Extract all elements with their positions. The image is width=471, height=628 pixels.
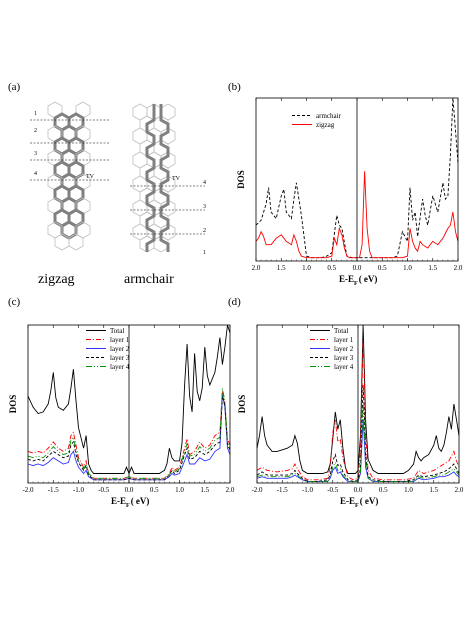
x-tick-label: -1.5 [48, 486, 60, 494]
x-tick-label: 1.0 [302, 264, 311, 272]
armchair-layer-1: 1 [203, 250, 206, 256]
series-layer-4-line [27, 388, 231, 479]
x-tick-label: 1.0 [404, 486, 413, 494]
zigzag-structure: 1 2 3 4 TV zigzag [30, 101, 110, 287]
chart-c: -2.0 -1.5 -1.0 -0.5 0.0 0.5 1.0 1.5 2.0 DOS E-EF( … [8, 324, 235, 509]
legend-label: layer 1 [334, 336, 354, 344]
series-layer-1-line [256, 340, 460, 481]
x-tick-label: -2.0 [22, 486, 34, 494]
x-tick-label: -1.5 [277, 486, 289, 494]
zigzag-caption: zigzag [38, 272, 75, 287]
x-tick-label: 1.5 [277, 264, 286, 272]
legend-label: layer 3 [334, 354, 354, 362]
armchair-tv-label: TV [172, 176, 181, 182]
x-axis-label: E-EF( eV) [111, 496, 149, 509]
armchair-layer-2: 2 [203, 228, 206, 234]
series-layer-2-line [27, 394, 231, 481]
series-layer-3-line [256, 384, 460, 482]
x-tick-label: 1.5 [428, 264, 437, 272]
x-tick-label: 0.0 [125, 486, 134, 494]
legend-label: layer 2 [110, 345, 130, 353]
zigzag-tv-label: TV [86, 174, 95, 180]
x-tick-label: 1.0 [403, 264, 412, 272]
x-tick-label: 2.0 [455, 486, 464, 494]
armchair-layer-4: 4 [203, 180, 206, 186]
zigzag-layer-2: 2 [34, 128, 37, 134]
legend-label: layer 2 [334, 345, 354, 353]
x-axis-label-main: E-E [111, 496, 126, 506]
zigzag-layer-1: 1 [34, 111, 37, 117]
x-tick-label: 2.0 [226, 486, 235, 494]
legend-label: layer 1 [110, 336, 130, 344]
panel-c-label: (c) [8, 296, 21, 308]
x-tick-label: 0.5 [379, 486, 388, 494]
x-axis-label-sub: F [126, 503, 130, 509]
x-tick-label: 1.0 [175, 486, 184, 494]
legend-label: Total [110, 327, 124, 335]
x-axis-label-unit: ( eV) [131, 496, 150, 506]
x-axis-label: E-EF( eV) [339, 274, 377, 287]
legend-label: layer 4 [110, 363, 130, 371]
series-layer-1-line [27, 391, 231, 479]
x-axis-label-sub: F [355, 503, 359, 509]
x-axis-label-unit: ( eV) [359, 274, 378, 284]
y-axis-label: DOS [236, 170, 246, 189]
zigzag-layer-3: 3 [34, 151, 37, 157]
x-tick-label: 1.5 [429, 486, 438, 494]
x-tick-label: 2.0 [454, 264, 463, 272]
panel-d-label: (d) [228, 296, 241, 308]
x-tick-label: 1.5 [200, 486, 209, 494]
x-tick-label: -0.5 [98, 486, 110, 494]
x-tick-label: -0.5 [327, 486, 339, 494]
series-layer-3-line [27, 395, 231, 481]
armchair-layer-3: 3 [203, 204, 206, 210]
x-axis-label-main: E-E [340, 496, 355, 506]
x-tick-label: 2.0 [252, 264, 261, 272]
chart-b: 2.0 1.5 1.0 0.5 0.0 0.5 1.0 1.5 2.0 DOS E-EF( eV) a… [236, 97, 463, 287]
legend-label: armchair [316, 112, 342, 120]
x-tick-label: 0.5 [378, 264, 387, 272]
armchair-caption: armchair [124, 272, 174, 287]
x-axis-label-main: E-E [339, 274, 354, 284]
series-total-line [27, 324, 231, 475]
series-armchair-line [255, 97, 459, 259]
legend-label: layer 4 [334, 363, 354, 371]
x-tick-label: -1.0 [302, 486, 314, 494]
legend-label: zigzag [316, 121, 335, 129]
x-tick-label: -2.0 [251, 486, 263, 494]
x-tick-label: 0.5 [327, 264, 336, 272]
x-axis-label: E-EF( eV) [340, 496, 378, 509]
armchair-structure: 4 3 2 1 TV armchair [124, 103, 206, 287]
x-axis-label-unit: ( eV) [360, 496, 379, 506]
panel-a-label: (a) [8, 81, 21, 93]
zigzag-layer-4: 4 [34, 171, 37, 177]
series-layer-4-line [256, 403, 460, 482]
y-axis-label: DOS [237, 395, 247, 414]
x-tick-label: 0.5 [150, 486, 159, 494]
x-tick-label: 0.0 [354, 486, 363, 494]
legend-label: Total [334, 327, 348, 335]
series-total-line [256, 324, 460, 474]
x-tick-label: -1.0 [73, 486, 85, 494]
chart-d: -2.0 -1.5 -1.0 -0.5 0.0 0.5 1.0 1.5 2.0 DOS E-EF( … [237, 324, 464, 509]
x-tick-label: 0.0 [353, 264, 362, 272]
x-axis-label-sub: F [354, 281, 358, 287]
y-axis-label: DOS [8, 395, 18, 414]
panel-b-label: (b) [228, 81, 241, 93]
legend-label: layer 3 [110, 354, 130, 362]
panel-a: (a) 1 2 3 4 TV [8, 81, 206, 287]
